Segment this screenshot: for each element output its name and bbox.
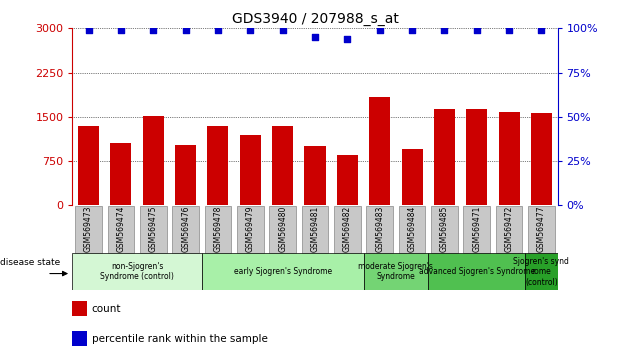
- Point: [375, 27, 385, 33]
- Text: early Sjogren's Syndrome: early Sjogren's Syndrome: [234, 267, 332, 276]
- Bar: [143, 116, 164, 205]
- Bar: [207, 126, 229, 205]
- Text: GSM569482: GSM569482: [343, 206, 352, 252]
- Text: GSM569485: GSM569485: [440, 206, 449, 252]
- FancyBboxPatch shape: [237, 206, 263, 253]
- Text: GSM569471: GSM569471: [472, 206, 481, 252]
- Bar: [531, 113, 552, 205]
- Bar: [401, 149, 423, 205]
- Text: count: count: [92, 304, 122, 314]
- Text: GSM569481: GSM569481: [311, 206, 319, 252]
- Bar: [72, 331, 87, 346]
- Bar: [498, 112, 520, 205]
- Text: GSM569478: GSM569478: [214, 206, 222, 252]
- Point: [181, 27, 191, 33]
- Bar: [337, 155, 358, 205]
- Bar: [240, 135, 261, 205]
- Text: GSM569484: GSM569484: [408, 206, 416, 252]
- FancyBboxPatch shape: [173, 206, 199, 253]
- FancyBboxPatch shape: [364, 253, 428, 290]
- FancyBboxPatch shape: [525, 253, 558, 290]
- FancyBboxPatch shape: [270, 206, 296, 253]
- FancyBboxPatch shape: [302, 206, 328, 253]
- Text: moderate Sjogren's
Syndrome: moderate Sjogren's Syndrome: [358, 262, 433, 281]
- Text: GSM569480: GSM569480: [278, 206, 287, 252]
- Title: GDS3940 / 207988_s_at: GDS3940 / 207988_s_at: [232, 12, 398, 26]
- FancyBboxPatch shape: [399, 206, 425, 253]
- Point: [278, 27, 288, 33]
- Text: GSM569475: GSM569475: [149, 206, 158, 252]
- Text: GSM569472: GSM569472: [505, 206, 513, 252]
- Point: [439, 27, 449, 33]
- Text: GSM569477: GSM569477: [537, 206, 546, 252]
- Text: non-Sjogren's
Syndrome (control): non-Sjogren's Syndrome (control): [100, 262, 174, 281]
- Point: [472, 27, 482, 33]
- Text: GSM569476: GSM569476: [181, 206, 190, 252]
- Point: [213, 27, 223, 33]
- Point: [407, 27, 417, 33]
- Text: GSM569474: GSM569474: [117, 206, 125, 252]
- Bar: [72, 301, 87, 316]
- Point: [245, 27, 255, 33]
- Bar: [78, 126, 99, 205]
- Bar: [175, 145, 196, 205]
- FancyBboxPatch shape: [428, 253, 525, 290]
- FancyBboxPatch shape: [528, 206, 554, 253]
- Bar: [304, 146, 326, 205]
- FancyBboxPatch shape: [140, 206, 166, 253]
- FancyBboxPatch shape: [76, 206, 102, 253]
- FancyBboxPatch shape: [205, 206, 231, 253]
- Text: GSM569473: GSM569473: [84, 206, 93, 252]
- Bar: [369, 97, 390, 205]
- Bar: [110, 143, 132, 205]
- Point: [342, 36, 352, 42]
- Bar: [466, 109, 487, 205]
- Point: [148, 27, 158, 33]
- Text: Sjogren's synd
rome
(control): Sjogren's synd rome (control): [513, 257, 570, 287]
- Text: percentile rank within the sample: percentile rank within the sample: [92, 334, 268, 344]
- FancyBboxPatch shape: [72, 253, 202, 290]
- Point: [536, 27, 546, 33]
- FancyBboxPatch shape: [464, 206, 490, 253]
- Point: [84, 27, 94, 33]
- FancyBboxPatch shape: [367, 206, 393, 253]
- FancyBboxPatch shape: [431, 206, 457, 253]
- Point: [116, 27, 126, 33]
- FancyBboxPatch shape: [496, 206, 522, 253]
- Text: advanced Sjogren's Syndrome: advanced Sjogren's Syndrome: [419, 267, 535, 276]
- Text: disease state: disease state: [0, 258, 60, 267]
- Text: GSM569479: GSM569479: [246, 206, 255, 252]
- FancyBboxPatch shape: [334, 206, 360, 253]
- FancyBboxPatch shape: [108, 206, 134, 253]
- Bar: [272, 126, 293, 205]
- FancyBboxPatch shape: [202, 253, 364, 290]
- Point: [310, 34, 320, 40]
- Bar: [434, 109, 455, 205]
- Text: GSM569483: GSM569483: [375, 206, 384, 252]
- Point: [504, 27, 514, 33]
